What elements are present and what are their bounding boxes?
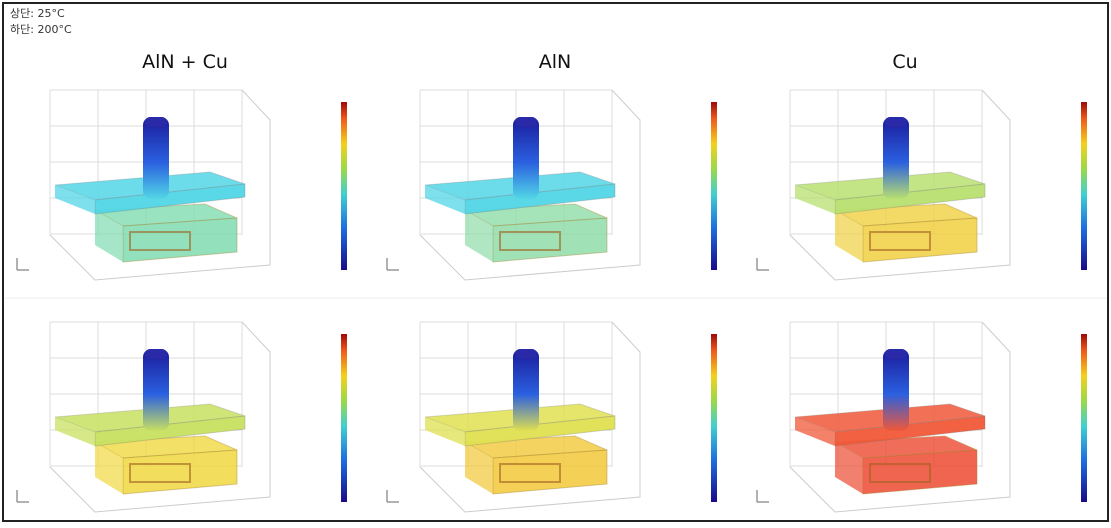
header-line: 하단: 200°C — [10, 22, 72, 36]
block-front — [492, 449, 608, 495]
plate-side — [795, 185, 835, 214]
simulation-panel — [386, 321, 717, 513]
column-title: AlN + Cu — [142, 51, 228, 73]
colorbar — [711, 334, 717, 502]
column-title: AlN — [539, 51, 572, 73]
block-front — [122, 217, 238, 263]
rod-cap — [145, 349, 167, 359]
pad — [129, 463, 191, 483]
block-side — [465, 442, 493, 494]
colorbar — [341, 334, 347, 502]
pad — [869, 231, 931, 251]
column-title: Cu — [892, 51, 917, 73]
simulation-panel — [756, 321, 1087, 513]
pad — [499, 463, 561, 483]
axis-frame — [419, 321, 641, 513]
block-side — [465, 210, 493, 262]
rod-cap — [145, 117, 167, 127]
simulation-panel — [16, 321, 347, 513]
block-front — [862, 217, 978, 263]
rod-cap — [515, 117, 537, 127]
block-front — [492, 217, 608, 263]
plate-side — [795, 417, 835, 446]
rod — [883, 349, 909, 431]
simulation-panel — [16, 89, 347, 281]
pad — [129, 231, 191, 251]
rod — [143, 349, 169, 431]
colorbar — [1081, 334, 1087, 502]
rod — [513, 349, 539, 431]
rod-cap — [515, 349, 537, 359]
rod — [513, 117, 539, 199]
header-line: 상단: 25°C — [10, 7, 65, 20]
block-front — [122, 449, 238, 495]
axis-frame — [49, 321, 271, 513]
block-side — [95, 210, 123, 262]
simulation-panel — [386, 89, 717, 281]
colorbar — [711, 102, 717, 270]
colorbar — [1081, 102, 1087, 270]
block-side — [835, 442, 863, 494]
axis-frame — [49, 89, 271, 281]
rod-cap — [885, 117, 907, 127]
pad — [499, 231, 561, 251]
simulation-panel — [756, 89, 1087, 281]
plate-side — [55, 417, 95, 446]
axis-frame — [789, 89, 1011, 281]
block-side — [95, 442, 123, 494]
block-front — [862, 449, 978, 495]
colorbar — [341, 102, 347, 270]
rod — [143, 117, 169, 199]
pad — [869, 463, 931, 483]
rod — [883, 117, 909, 199]
plate-side — [425, 417, 465, 446]
rod-cap — [885, 349, 907, 359]
axis-frame — [789, 321, 1011, 513]
plate-side — [425, 185, 465, 214]
block-side — [835, 210, 863, 262]
axis-frame — [419, 89, 641, 281]
plate-side — [55, 185, 95, 214]
